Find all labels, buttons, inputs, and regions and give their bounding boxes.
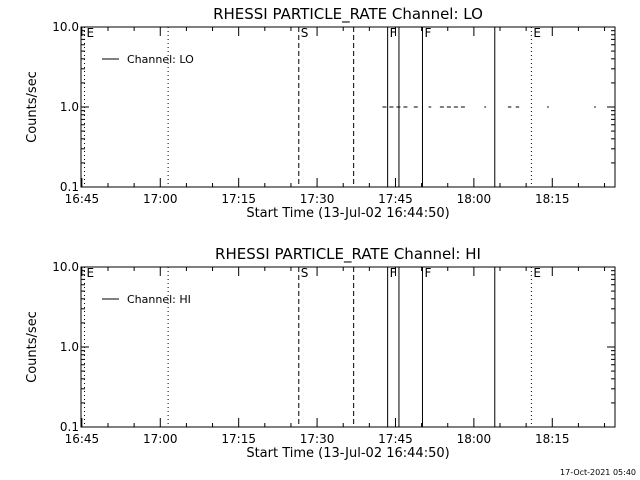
hi-x-tick-label: 18:15 — [535, 432, 570, 446]
hi-y-tick-label: 10.0 — [52, 260, 79, 274]
hi-x-tick-label: 17:15 — [221, 432, 256, 446]
hi-y-axis-label: Counts/sec — [25, 311, 40, 383]
hi-chart-title: RHESSI PARTICLE_RATE Channel: HI — [215, 245, 481, 264]
lo-chart-title: RHESSI PARTICLE_RATE Channel: LO — [213, 5, 483, 24]
hi-marker-flag: F — [424, 266, 431, 280]
hi-legend-label: Channel: HI — [127, 293, 191, 306]
hi-x-tick-label: 18:00 — [457, 432, 492, 446]
hi-y-tick-label: 1.0 — [60, 340, 79, 354]
hi-marker-flag: E — [86, 266, 94, 280]
hi-plot-frame — [80, 266, 616, 428]
lo-x-tick-label: 17:00 — [143, 192, 178, 206]
hi-marker-flag: E — [533, 266, 541, 280]
hi-x-tick-label: 17:30 — [300, 432, 335, 446]
lo-x-tick-label: 16:45 — [65, 192, 100, 206]
lo-x-tick-label: 17:15 — [221, 192, 256, 206]
lo-marker-flag: F — [424, 26, 431, 40]
lo-x-tick-label: 18:15 — [535, 192, 570, 206]
lo-marker-flag: S — [301, 26, 309, 40]
lo-y-tick-label: 10.0 — [52, 20, 79, 34]
lo-plot-frame — [80, 26, 616, 188]
hi-x-tick-label: 16:45 — [65, 432, 100, 446]
lo-y-tick-label: 0.1 — [60, 180, 79, 194]
lo-x-axis-label: Start Time (13-Jul-02 16:44:50) — [246, 206, 449, 221]
lo-x-tick-label: 18:00 — [457, 192, 492, 206]
footer-timestamp: 17-Oct-2021 05:40 — [560, 468, 636, 477]
lo-marker-flag: E — [533, 26, 541, 40]
hi-x-tick-label: 17:00 — [143, 432, 178, 446]
lo-y-axis-label: Counts/sec — [25, 71, 40, 143]
hi-y-tick-label: 0.1 — [60, 420, 79, 434]
hi-marker-flag: S — [301, 266, 309, 280]
lo-x-tick-label: 17:30 — [300, 192, 335, 206]
lo-marker-flag: E — [86, 26, 94, 40]
hi-marker-flag: F — [390, 266, 397, 280]
lo-marker-flag: F — [390, 26, 397, 40]
hi-x-tick-label: 17:45 — [378, 432, 413, 446]
hi-x-axis-label: Start Time (13-Jul-02 16:44:50) — [246, 446, 449, 461]
lo-legend-label: Channel: LO — [127, 53, 194, 66]
lo-x-tick-label: 17:45 — [378, 192, 413, 206]
lo-y-tick-label: 1.0 — [60, 100, 79, 114]
